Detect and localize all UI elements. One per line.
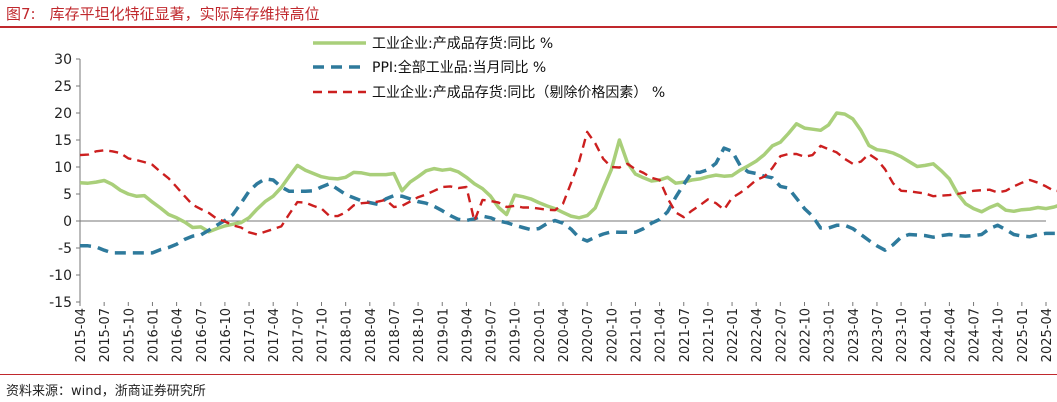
x-tick-label: 2017-07 [291,308,306,362]
x-tick-label: 2015-10 [122,308,137,362]
caption-rule [0,26,1057,28]
x-tick-label: 2024-07 [968,308,983,362]
x-tick-label: 2016-07 [195,308,210,362]
series-line-3 [79,130,1057,236]
y-tick-label: 0 [63,214,72,230]
legend-label-1: 工业企业:产成品存货:同比 % [372,35,553,52]
series-layer [79,111,1057,255]
source-note: 资料来源：wind，浙商证券研究所 [6,384,206,399]
y-tick-label: 25 [54,79,72,95]
figure-number: 图7: [6,5,36,23]
x-tick-label: 2021-10 [702,308,717,362]
legend-label-2: PPI:全部工业品:当月同比 % [372,59,546,76]
x-tick-label: 2016-10 [219,308,234,362]
x-tick-label: 2017-04 [267,308,282,362]
legend: 工业企业:产成品存货:同比 % PPI:全部工业品:当月同比 % 工业企业:产成品存… [313,35,665,101]
x-tick-label: 2022-10 [799,308,814,362]
x-tick-label: 2017-01 [243,308,258,362]
x-tick-label: 2023-07 [871,308,886,362]
y-tick-label: -5 [58,241,72,257]
x-tick-label: 2016-01 [146,308,161,362]
legend-label-3: 工业企业:产成品存货:同比（剔除价格因素） % [372,84,665,101]
figure-title: 库存平坦化特征显著，实际库存维持高位 [49,5,320,23]
x-tick-label: 2025-04 [1040,308,1055,362]
x-tick-label: 2021-04 [654,308,669,362]
x-tick-label: 2021-07 [678,308,693,362]
x-tick-label: 2022-01 [726,308,741,362]
x-tick-label: 2015-07 [98,308,113,362]
x-tick-label: 2024-04 [943,308,958,362]
y-tick-label: 10 [54,160,72,176]
x-tick-label: 2019-10 [509,308,524,362]
x-tick-label: 2019-07 [485,308,500,362]
x-tick-label: 2020-10 [605,308,620,362]
x-tick-label: 2023-04 [847,308,862,362]
series-line-2 [80,146,1057,255]
x-tick-label: 2019-04 [460,308,475,362]
x-tick-label: 2018-07 [388,308,403,362]
x-tick-label: 2018-01 [340,308,355,362]
y-tick-label: -10 [49,268,72,284]
y-tick-label: -15 [49,295,72,311]
x-tick-label: 2017-10 [316,308,331,362]
y-tick-label: 30 [54,52,72,68]
x-tick-label: 2022-04 [750,308,765,362]
x-tick-label: 2024-01 [919,308,934,362]
x-tick-label: 2020-04 [557,308,572,362]
x-tick-label: 2023-10 [895,308,910,362]
x-tick-label: 2022-07 [774,308,789,362]
x-tick-label: 2016-04 [171,308,186,362]
y-tick-label: 20 [54,106,72,122]
x-tick-label: 2025-01 [1016,308,1031,362]
x-tick-label: 2015-04 [74,308,89,362]
x-tick-label: 2021-01 [629,308,644,362]
y-tick-label: 5 [63,187,72,203]
x-tick-label: 2023-01 [823,308,838,362]
x-tick-label: 2018-04 [364,308,379,362]
x-tick-label: 2018-10 [412,308,427,362]
figure-caption: 图7: 库存平坦化特征显著，实际库存维持高位 [6,3,320,24]
footer-rule [0,374,1057,375]
x-tick-label: 2019-01 [436,308,451,362]
y-tick-label: 15 [54,133,72,149]
x-tick-label: 2024-10 [992,308,1007,362]
x-tick-label: 2020-01 [533,308,548,362]
x-tick-label: 2020-07 [581,308,596,362]
series-line-1 [79,111,1057,234]
